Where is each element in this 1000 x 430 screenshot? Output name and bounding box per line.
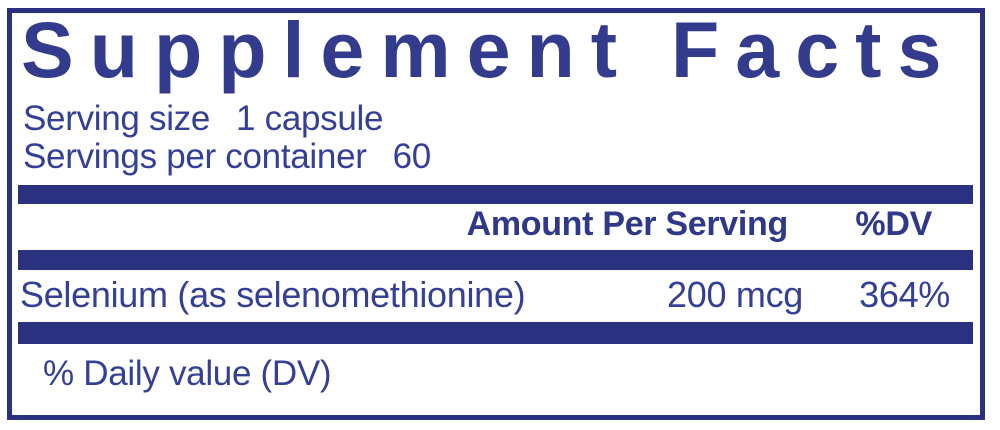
ingredient-amount: 200 mcg: [667, 274, 803, 315]
divider-bar-bottom: [18, 322, 973, 344]
serving-size-label: Serving size: [23, 99, 211, 138]
daily-value-footnote: % Daily value (DV): [43, 354, 332, 393]
supplement-facts-panel: Supplement Facts Serving size 1 capsule S…: [7, 8, 985, 420]
ingredient-name: Selenium (as selenomethionine): [20, 274, 526, 315]
column-header-amount-per-serving: Amount Per Serving: [466, 205, 789, 243]
servings-per-container-line: Servings per container 60: [23, 138, 431, 176]
servings-per-container-value: 60: [392, 137, 432, 176]
serving-size-value: 1 capsule: [236, 99, 384, 138]
divider-bar-middle: [18, 250, 973, 270]
column-header-percent-dv: %DV: [855, 205, 932, 243]
ingredient-daily-value: 364%: [859, 274, 950, 315]
divider-bar-top: [18, 185, 973, 204]
servings-per-container-label: Servings per container: [23, 137, 367, 176]
serving-size-line: Serving size 1 capsule: [23, 100, 383, 138]
panel-title: Supplement Facts: [21, 5, 958, 94]
